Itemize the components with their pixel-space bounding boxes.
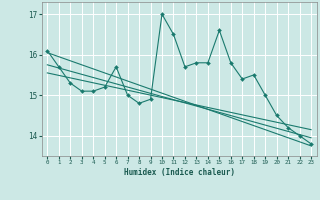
X-axis label: Humidex (Indice chaleur): Humidex (Indice chaleur): [124, 168, 235, 177]
